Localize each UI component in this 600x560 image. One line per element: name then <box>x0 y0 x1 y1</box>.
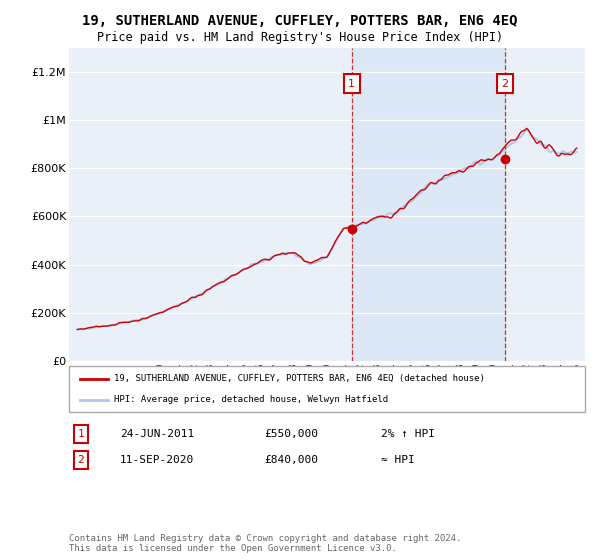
Text: Contains HM Land Registry data © Crown copyright and database right 2024.
This d: Contains HM Land Registry data © Crown c… <box>69 534 461 553</box>
Bar <box>352 48 505 361</box>
Text: 19, SUTHERLAND AVENUE, CUFFLEY, POTTERS BAR, EN6 4EQ (detached house): 19, SUTHERLAND AVENUE, CUFFLEY, POTTERS … <box>114 374 485 383</box>
Text: 19, SUTHERLAND AVENUE, CUFFLEY, POTTERS BAR, EN6 4EQ: 19, SUTHERLAND AVENUE, CUFFLEY, POTTERS … <box>82 14 518 28</box>
Text: £550,000: £550,000 <box>264 429 318 439</box>
Text: 11-SEP-2020: 11-SEP-2020 <box>120 455 194 465</box>
Text: 1: 1 <box>348 79 355 89</box>
Text: 2: 2 <box>77 455 85 465</box>
Text: HPI: Average price, detached house, Welwyn Hatfield: HPI: Average price, detached house, Welw… <box>114 395 388 404</box>
Text: £840,000: £840,000 <box>264 455 318 465</box>
Text: 2: 2 <box>502 79 509 89</box>
Text: 2% ↑ HPI: 2% ↑ HPI <box>381 429 435 439</box>
Text: ≈ HPI: ≈ HPI <box>381 455 415 465</box>
Text: 24-JUN-2011: 24-JUN-2011 <box>120 429 194 439</box>
Text: 1: 1 <box>77 429 85 439</box>
Text: Price paid vs. HM Land Registry's House Price Index (HPI): Price paid vs. HM Land Registry's House … <box>97 31 503 44</box>
